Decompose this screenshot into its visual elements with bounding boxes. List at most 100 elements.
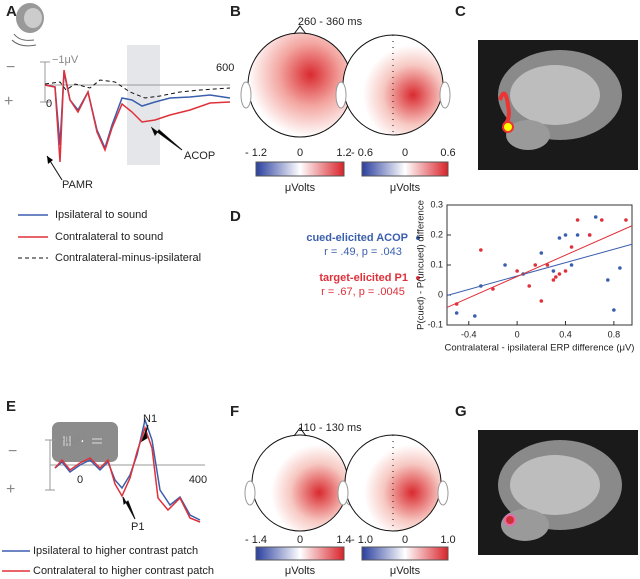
colorbar-label: 0 [402, 147, 408, 159]
fit-line [446, 243, 633, 296]
colorbar-unit: μVolts [285, 182, 316, 194]
panel-letter: F [230, 403, 239, 420]
legend-dot [416, 276, 420, 280]
colorbar-label: 1.0 [440, 534, 455, 546]
data-point [479, 248, 483, 252]
scale-bar [45, 439, 55, 491]
stimulus-icon [52, 422, 118, 462]
data-point [557, 272, 562, 276]
legend-label: cued-elicited ACOP [306, 232, 408, 244]
contra-wave [54, 425, 201, 523]
arrow [122, 496, 136, 520]
arrow-head [47, 156, 53, 164]
brain-image [478, 40, 638, 170]
colorbar [255, 546, 345, 561]
stats: r = .49, p = .043 [324, 246, 402, 258]
data-point [539, 251, 544, 255]
annotation: P1 [131, 521, 144, 533]
brain-image [478, 430, 638, 555]
ipsi-wave [54, 417, 201, 521]
topomap [335, 34, 451, 136]
annotation: ACOP [184, 150, 215, 162]
data-point [612, 308, 616, 312]
colorbar [361, 161, 449, 177]
polarity: − [6, 59, 15, 76]
data-point [618, 266, 622, 270]
colorbar-label: - 1.2 [245, 147, 267, 159]
polarity: + [4, 93, 13, 110]
panel-title: 260 - 360 ms [298, 16, 363, 28]
x-label: 600 [216, 62, 234, 74]
colorbar-label: - 1.4 [245, 534, 267, 546]
data-point [473, 314, 477, 318]
legend-label: Contralateral-minus-ipsilateral [55, 252, 201, 264]
colorbar-label: - 1.0 [351, 534, 373, 546]
topomap [337, 434, 449, 532]
scale-bar [40, 61, 50, 103]
colorbar-label: 0.6 [440, 147, 455, 159]
data-point [569, 263, 574, 267]
x-axis-label: Contralateral - ipsilateral ERP differen… [445, 343, 635, 354]
colorbar-unit: μVolts [390, 182, 421, 194]
y-axis-label: P(cued) - P(uncued) difference [416, 200, 427, 330]
colorbar-label: 1.4 [336, 534, 351, 546]
arrow [150, 126, 183, 151]
plot-frame [446, 204, 633, 326]
x-tick-label: 0 [515, 329, 520, 339]
data-point [593, 215, 598, 219]
speaker-icon [11, 3, 44, 47]
panel-letter: C [455, 3, 466, 20]
legend-dot [416, 236, 420, 240]
stats: r = .67, p = .0045 [321, 286, 405, 298]
data-point [551, 278, 556, 282]
scale-label: −1μV [58, 434, 85, 446]
y-tick-label: -0.1 [427, 319, 443, 329]
y-tick-label: 0.1 [430, 259, 443, 269]
scale-label: −1μV [52, 54, 79, 66]
fit-line [446, 225, 633, 308]
data-point [563, 269, 568, 273]
legend-label: Contralateral to sound [55, 231, 163, 243]
annotation: N1 [143, 413, 157, 425]
data-point [624, 218, 628, 222]
data-point [491, 287, 495, 291]
data-point [551, 269, 556, 273]
panel-letter: E [6, 398, 16, 415]
data-point [454, 311, 459, 315]
contra-wave [44, 69, 231, 163]
y-tick-label: 0 [438, 289, 443, 299]
x-label: 0 [77, 474, 83, 486]
data-point [479, 284, 483, 288]
scatter-plot: -0.4 0 0.4 0.8 -0.1 0 0.1 0.2 0.3 Contralateral -… [416, 199, 635, 353]
panel-letter: B [230, 3, 241, 20]
y-tick-label: 0.2 [430, 229, 443, 239]
data-point [554, 275, 558, 279]
colorbar-unit: μVolts [390, 565, 421, 577]
data-point [575, 218, 580, 222]
legend-label: target-elicited P1 [319, 272, 408, 284]
panel-letter: D [230, 208, 241, 225]
colorbar-unit: μVolts [285, 565, 316, 577]
data-point [599, 218, 604, 222]
data-point [527, 284, 532, 288]
x-label: 0 [46, 98, 52, 110]
panel-letter: A [6, 3, 17, 20]
data-point [533, 263, 538, 267]
polarity: + [6, 481, 15, 498]
diff-wave [44, 79, 231, 99]
y-tick-label: 0.3 [430, 199, 443, 209]
data-point [545, 263, 550, 267]
data-point [563, 233, 568, 237]
data-point [587, 233, 592, 237]
panel-letter: G [455, 403, 467, 420]
polarity: − [8, 443, 17, 460]
data-point [503, 263, 507, 267]
legend-label: Ipsilateral to higher contrast patch [33, 545, 198, 557]
colorbar-label: 0 [297, 147, 303, 159]
x-label: 400 [189, 474, 207, 486]
data-point [454, 302, 459, 306]
colorbar [255, 161, 345, 177]
data-point [606, 278, 610, 282]
panel-title: 110 - 130 ms [298, 422, 362, 434]
